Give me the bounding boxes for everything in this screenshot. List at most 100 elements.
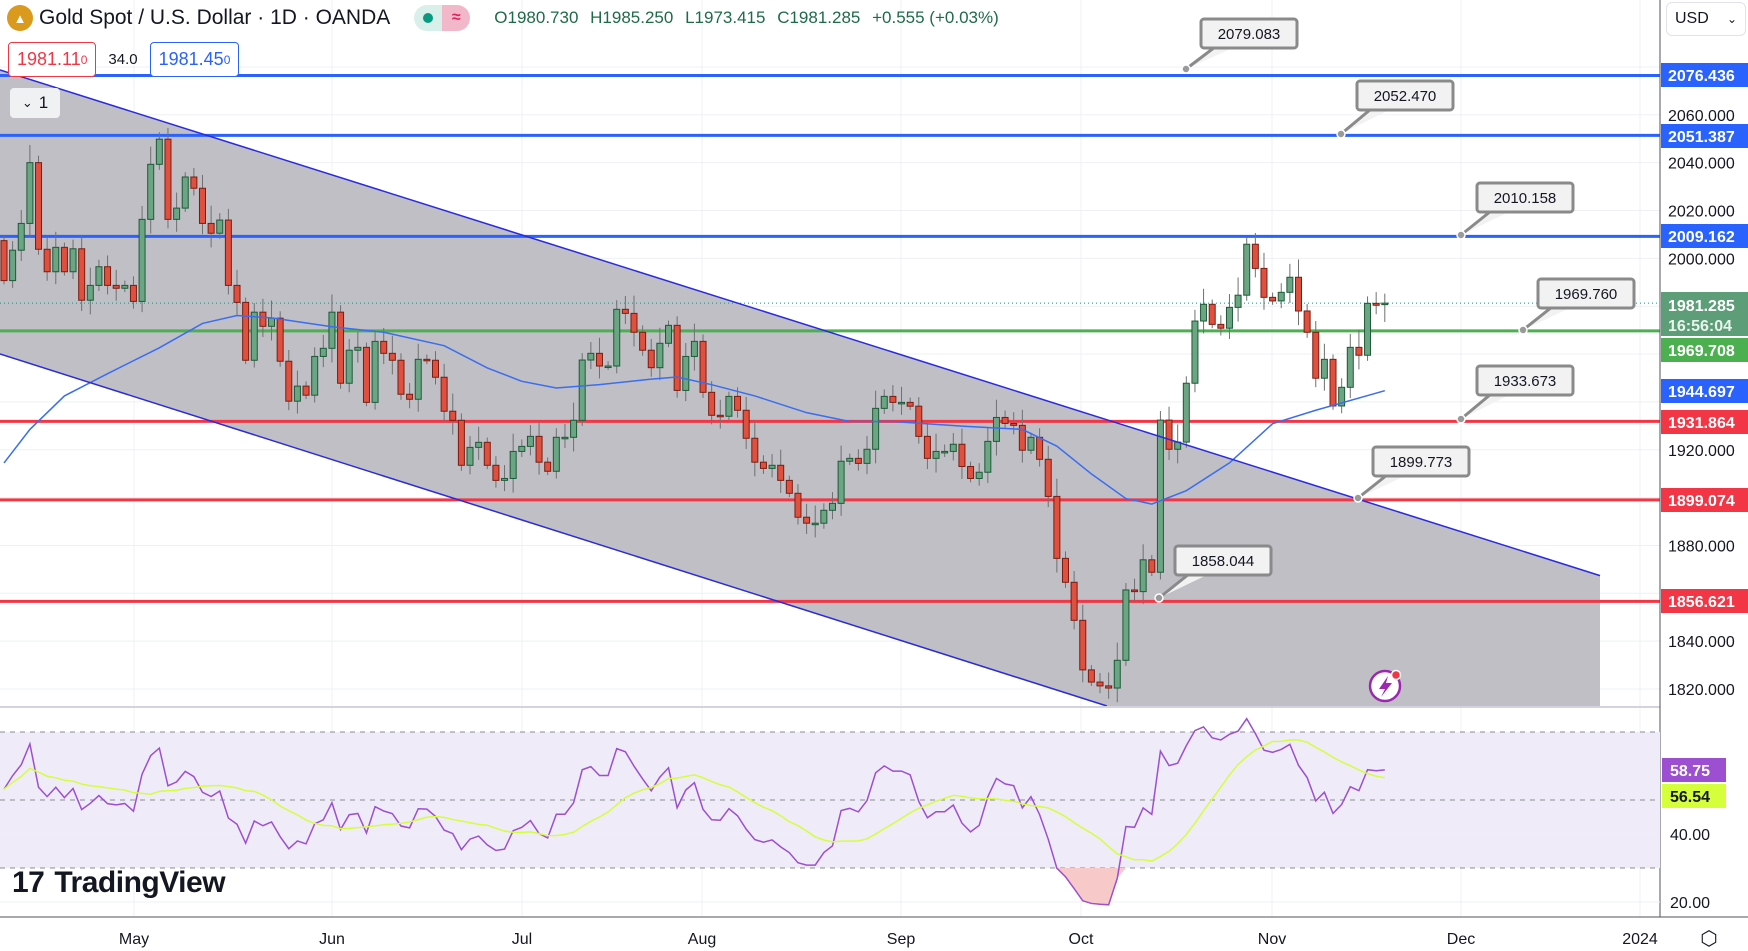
candle-body-up (1346, 346, 1354, 388)
candle-body-up (1338, 386, 1346, 407)
bid-price: 1981.11 (17, 49, 81, 69)
candle-body-up (26, 162, 34, 224)
candle (1001, 410, 1009, 429)
settings-icon[interactable]: ⬡ (1700, 928, 1718, 950)
candle (9, 241, 17, 288)
currency-select[interactable]: USD ⌄ (1666, 2, 1746, 36)
descending-channel-fill[interactable] (0, 70, 1600, 706)
candle (1018, 409, 1026, 463)
price-callout[interactable]: 1969.760 (1518, 277, 1636, 335)
candle (147, 146, 155, 234)
candle-body-down (337, 311, 345, 384)
candle (898, 386, 906, 415)
candle (501, 465, 509, 492)
candle-body-up (466, 446, 474, 466)
candle (78, 235, 86, 311)
candle (35, 155, 43, 255)
candle-body-down (60, 246, 68, 273)
candle-body-down (233, 284, 241, 303)
symbol-title[interactable]: Gold Spot / U.S. Dollar · 1D · OANDA (39, 6, 391, 29)
candle (656, 327, 664, 381)
bid-price-pip: 0 (80, 52, 88, 67)
time-axis[interactable]: May Jun Jul Aug Sep Oct Nov Dec 2024 (119, 931, 1658, 948)
candle (1096, 672, 1104, 694)
price-axis-label: 2020.000 (1668, 204, 1735, 221)
candle (1312, 321, 1320, 388)
channel-lower-line[interactable] (0, 353, 1108, 707)
candle-body-up (138, 218, 146, 302)
rsi-line (3, 717, 1385, 906)
rsi-ma-value: 56.54 (1670, 789, 1710, 806)
candle (785, 475, 793, 498)
channel-upper-line[interactable] (0, 69, 1601, 577)
candle (595, 337, 603, 379)
candle-body-up (173, 207, 181, 220)
candle (1070, 571, 1078, 630)
candle (1329, 354, 1337, 410)
candle-body-down (423, 358, 431, 362)
candle-body-down (1260, 267, 1268, 298)
candle-body-up (268, 317, 276, 327)
candle-body-up (1027, 436, 1035, 451)
price-badge-value: 2009.162 (1668, 229, 1735, 246)
candle (17, 210, 25, 261)
candle (854, 449, 862, 471)
candle-body-up (872, 407, 880, 450)
candle-body-down (406, 393, 414, 400)
candle (1338, 378, 1346, 414)
candle-body-down (759, 461, 767, 469)
candle-body-down (621, 308, 629, 314)
candle (1105, 672, 1113, 699)
candle (207, 205, 215, 248)
price-callout[interactable]: 2052.470 (1336, 79, 1455, 139)
price-callouts[interactable]: 2079.083 2052.470 2010.158 1969.760 1933.673… (1154, 17, 1636, 603)
candle-body-up (147, 163, 155, 220)
candle-body-down (639, 331, 647, 351)
candle-body-down (0, 240, 8, 282)
price-callout[interactable]: 1899.773 (1353, 445, 1471, 503)
candle (1122, 583, 1130, 666)
sell-button[interactable]: 1981.11 0 (8, 42, 97, 77)
candle-body-up (898, 401, 906, 405)
candle (570, 402, 578, 452)
candle (958, 428, 966, 479)
price-callout[interactable]: 2010.158 (1456, 181, 1575, 240)
candle (440, 363, 448, 422)
candle (872, 390, 880, 464)
price-axis[interactable]: 2060.000 2040.000 2020.000 2000.000 1920.000… (1661, 63, 1748, 699)
candle (1139, 544, 1147, 605)
candle (233, 269, 241, 315)
tradingview-logo[interactable]: 17 TradingView (12, 866, 226, 900)
candle (190, 167, 198, 196)
candle-body-down (751, 437, 759, 463)
candle-body-up (975, 471, 983, 479)
candle-body-up (1191, 320, 1199, 384)
candle-body-up (837, 460, 845, 504)
candle (1156, 410, 1164, 580)
candle (880, 389, 888, 414)
candle-body-down (492, 464, 500, 481)
market-status-pill[interactable]: ≈ (414, 5, 471, 31)
alert-lightning-icon[interactable] (1368, 669, 1402, 703)
price-callout[interactable]: 1933.673 (1456, 364, 1575, 424)
candle (319, 334, 327, 368)
candle (104, 255, 112, 295)
price-badge: 1931.864 (1661, 410, 1748, 434)
candle (129, 276, 137, 309)
callout-pointer (1522, 305, 1572, 332)
collapse-indicators-button[interactable]: ⌄ 1 (10, 88, 60, 118)
buy-button[interactable]: 1981.45 0 (149, 42, 240, 77)
rsi-ma-badge (1662, 784, 1726, 808)
candle (777, 449, 785, 493)
price-badge: 2076.436 (1661, 63, 1748, 87)
candle-body-up (863, 448, 871, 464)
candle-body-up (475, 441, 483, 448)
price-callout[interactable]: 2079.083 (1181, 17, 1299, 74)
price-badge: 2051.387 (1661, 124, 1748, 148)
candle (811, 505, 819, 538)
price-callout[interactable]: 1858.044 (1154, 544, 1273, 603)
trade-buttons: 1981.11 0 34.0 1981.45 0 (8, 42, 240, 77)
candle (216, 213, 224, 239)
candle (457, 413, 465, 471)
